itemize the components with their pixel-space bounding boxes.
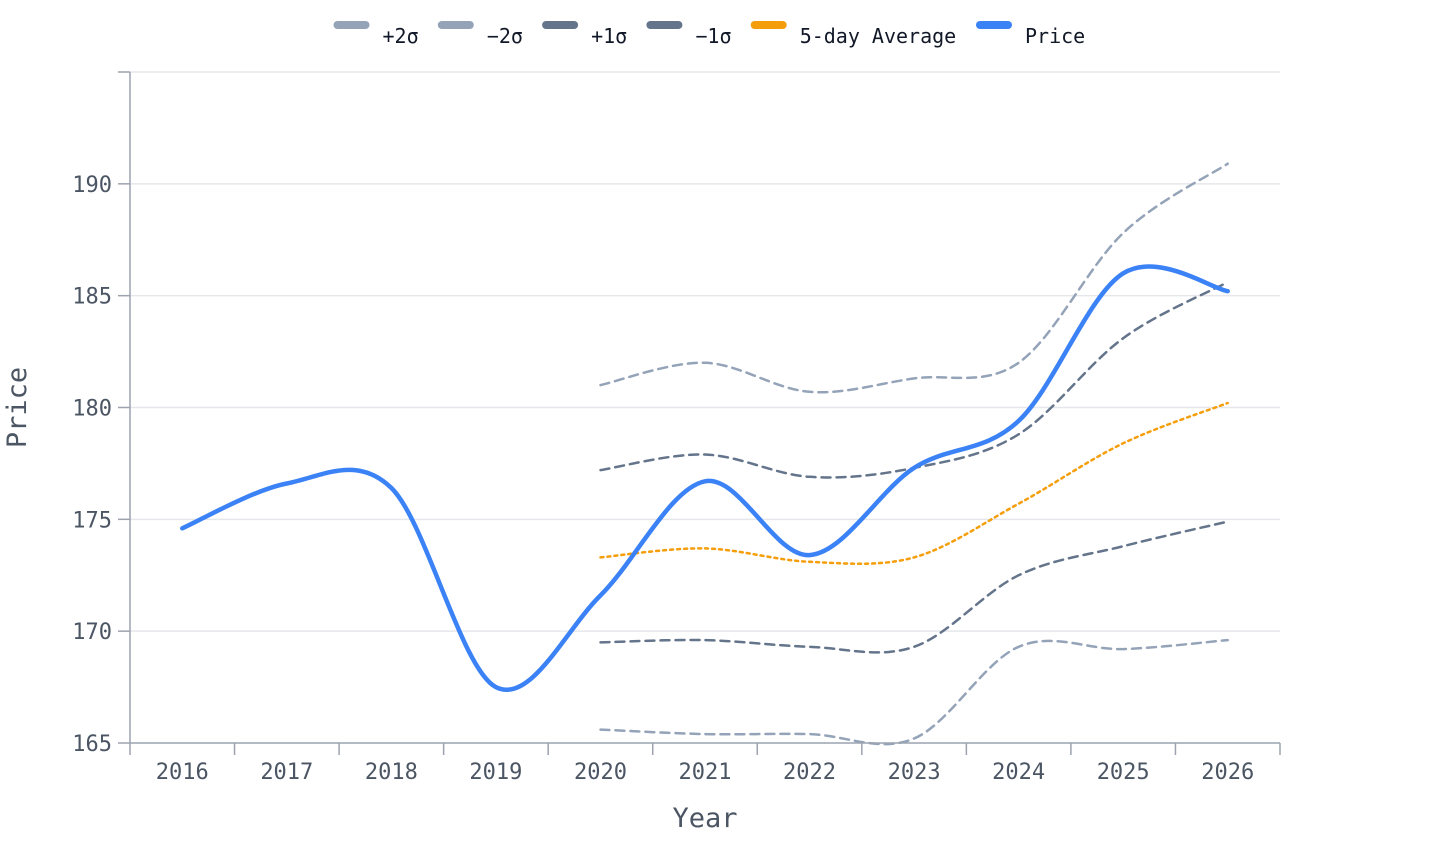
legend-item-plus1[interactable]: +1σ [542,21,627,48]
x-tick-label: 2025 [1097,760,1150,785]
legend-label: 5-day Average [800,24,957,48]
legend-label: −2σ [487,24,523,48]
x-tick-label: 2018 [365,760,418,785]
x-tick-label: 2017 [260,760,313,785]
grid [130,71,1280,632]
series-line-5-day-average [599,401,1229,566]
x-tick-label: 2020 [574,760,627,785]
x-tick-label: 2023 [888,760,941,785]
legend: +2σ −2σ +1σ −1σ 5-day Average Price [333,21,1085,48]
series-line-plus1 [599,280,1229,479]
y-tick-label: 185 [72,285,112,310]
x-axis-title: Year [672,803,737,834]
y-tick-label: 165 [72,732,112,757]
legend-label: Price [1025,24,1085,48]
y-tick-label: 175 [72,508,112,533]
legend-label: −1σ [695,24,731,48]
x-tick-label: 2021 [679,760,732,785]
legend-label: +2σ [383,24,419,48]
y-axis-title: Price [2,367,33,448]
y-axis-ticks: 165 170 175 180 185 190 [72,71,130,757]
x-tick-label: 2022 [783,760,836,785]
y-tick-label: 170 [72,620,112,645]
series-line-price [180,264,1230,692]
legend-item-minus1[interactable]: −1σ [646,21,732,48]
legend-item-plus2[interactable]: +2σ [333,21,419,48]
y-tick-label: 180 [72,397,112,422]
x-tick-label: 2016 [156,760,209,785]
legend-item-minus2[interactable]: −2σ [437,21,523,48]
y-tick-label: 190 [72,173,112,198]
series-line-plus2 [599,162,1229,394]
legend-label: +1σ [591,24,627,48]
legend-item-5-day-average[interactable]: 5-day Average [750,21,957,48]
x-tick-label: 2019 [469,760,522,785]
legend-item-price[interactable]: Price [976,21,1085,48]
series-line-minus2 [599,638,1229,746]
series-group [180,162,1230,746]
x-tick-label: 2024 [992,760,1045,785]
x-axis-ticks: 2016 2017 2018 2019 2020 2021 2022 2023 2024 2025… [129,743,1281,785]
series-line-minus1 [599,520,1229,654]
x-tick-label: 2026 [1201,760,1254,785]
